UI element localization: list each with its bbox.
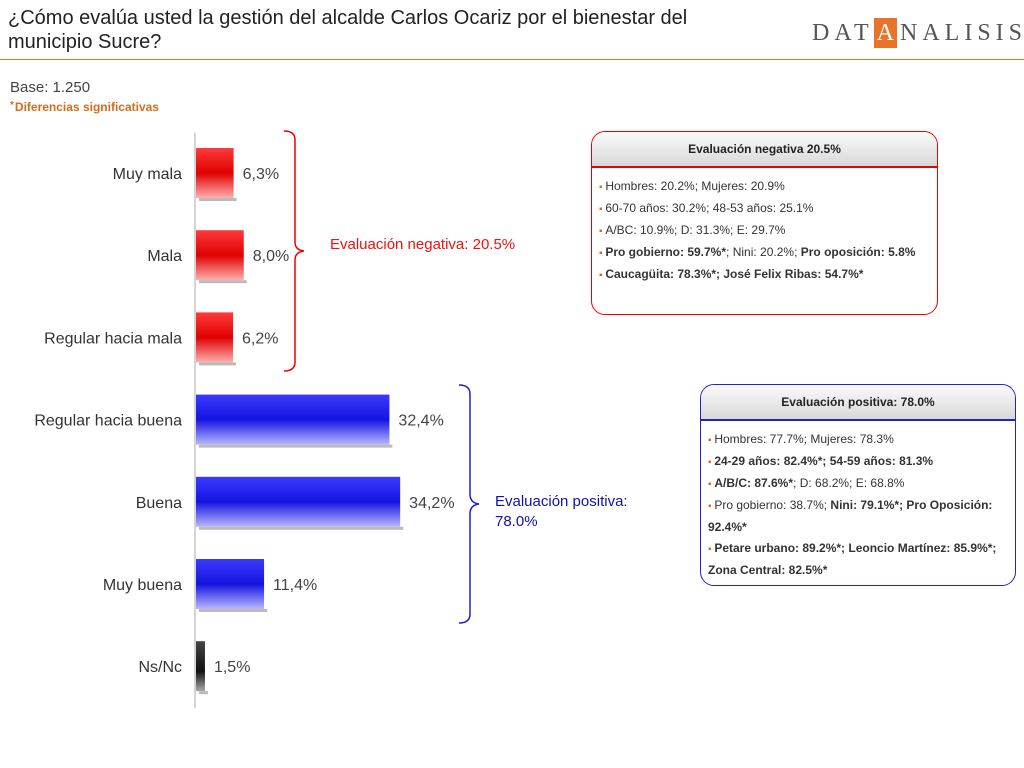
category-label-2: Regular hacia mala [44,330,182,347]
negative-box-gender: Hombres: 20.2%; Mujeres: 20.9% [599,176,931,198]
category-label-1: Mala [147,248,182,265]
value-label-2: 6,2% [242,330,278,347]
value-label-5: 11,4% [273,577,317,594]
logo-text-start: DAT [812,19,874,46]
category-label-4: Buena [136,495,182,512]
positive-box-progov: Pro gobierno: 38.7%; [714,498,831,512]
negative-brace [283,130,305,372]
category-label-3: Regular hacia buena [34,413,182,430]
bar-shadow-0 [199,198,237,201]
chart-title: ¿Cómo evalúa usted la gestión del alcald… [8,7,688,53]
positive-box-gender: Hombres: 77.7%; Mujeres: 78.3% [708,429,1009,451]
positive-box-abc: A/B/C: 87.6%* [714,476,794,490]
positive-box-age: 24-29 años: 82.4%*; 54-59 años: 81.3% [708,451,1009,473]
value-label-6: 1,5% [214,659,250,676]
bar-2 [196,312,234,363]
bar-6 [196,641,205,692]
bar-5 [196,559,265,609]
bar-shadow-4 [199,526,404,530]
category-label-6: Ns/Nc [138,659,182,676]
negative-box-age: 60-70 años: 30.2%; 48-53 años: 25.1% [599,198,931,220]
bar-4 [196,476,401,527]
negative-box-nini: ; Nini: 20.2%; [726,245,801,259]
positive-group-label-line2: 78.0% [495,513,538,530]
note-text: Diferencias significativas [14,100,159,114]
positive-box-nini-opposition: Nini: 79.1%*; Pro Oposición: 92.4%* [708,498,993,534]
bar-1 [196,230,244,281]
positive-box-zones: Petare urbano: 89.2%*; Leoncio Martínez:… [708,538,1009,581]
logo-highlight-letter: A [873,18,898,48]
positive-box-class: A/B/C: 87.6%*; D: 68.2%; E: 68.8% [708,473,1009,495]
positive-box-zones-text: Petare urbano: 89.2%*; Leoncio Martínez:… [708,541,997,577]
positive-brace [458,384,480,624]
positive-evaluation-box: Evaluación positiva: 78.0% Hombres: 77.7… [700,384,1016,586]
negative-box-class: A/BC: 10.9%; D: 31.3%; E: 29.7% [599,220,931,242]
category-label-5: Muy buena [103,577,182,594]
datanalisis-logo: DAT A NALISIS [812,18,1024,48]
bar-shadow-1 [199,280,247,284]
positive-group-label: Evaluación positiva: 78.0% [495,492,628,532]
bar-0 [196,148,234,198]
negative-box-opposition: Pro oposición: 5.8% [800,245,916,259]
bar-shadow-2 [199,362,237,366]
bar-3 [196,394,390,445]
value-label-0: 6,3% [243,166,279,183]
note-asterisk: * [10,100,14,111]
negative-box-zones-text: Caucagüita: 78.3%*; José Felix Ribas: 54… [605,267,864,281]
positive-box-age-text: 24-29 años: 82.4%*; 54-59 años: 81.3% [714,454,934,468]
negative-box-zones: Caucagüita: 78.3%*; José Felix Ribas: 54… [599,264,931,286]
negative-group-label: Evaluación negativa: 20.5% [330,236,516,253]
logo-text-end: NALISIS [900,19,1024,46]
value-label-1: 8,0% [253,248,289,265]
negative-evaluation-box: Evaluación negativa 20.5% Hombres: 20.2%… [591,131,938,315]
positive-group-label-line1: Evaluación positiva: [495,493,628,510]
value-label-4: 34,2% [409,495,454,512]
significance-note: *Diferencias significativas [10,100,159,114]
positive-box-politics: Pro gobierno: 38.7%; Nini: 79.1%*; Pro O… [708,495,1009,538]
header-divider [0,59,1024,60]
positive-box-de: ; D: 68.2%; E: 68.8% [793,476,905,490]
negative-box-politics: Pro gobierno: 59.7%*; Nini: 20.2%; Pro o… [599,242,931,264]
value-label-3: 32,4% [398,413,443,430]
bar-shadow-3 [199,444,393,448]
negative-box-progov: Pro gobierno: 59.7%* [605,245,727,259]
bar-shadow-5 [199,609,268,612]
negative-box-title: Evaluación negativa 20.5% [592,132,937,168]
category-label-0: Muy mala [113,166,182,183]
base-label: Base: 1.250 [10,79,91,96]
positive-box-title: Evaluación positiva: 78.0% [701,385,1015,421]
bar-shadow-6 [199,691,208,695]
